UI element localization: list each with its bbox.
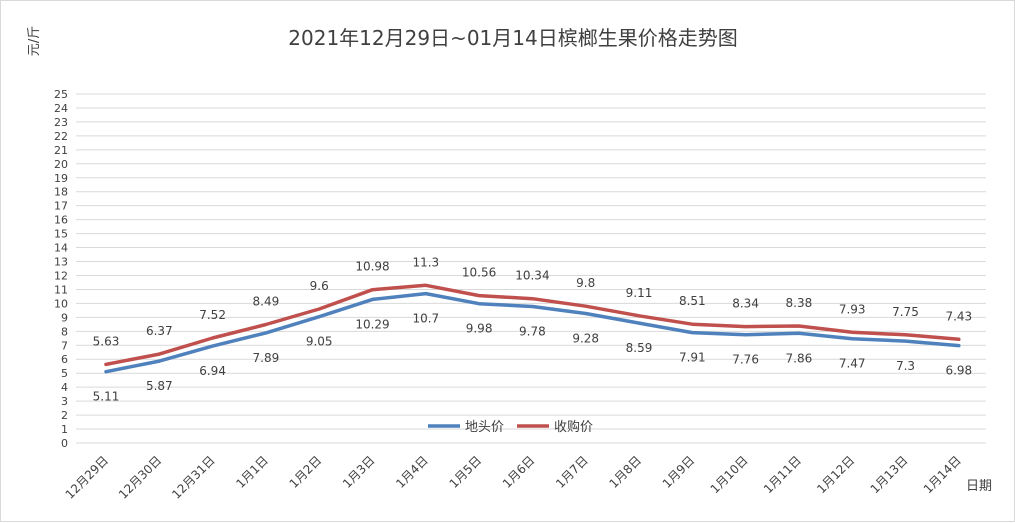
y-tick-label: 22 — [54, 130, 68, 143]
data-label: 7.86 — [786, 351, 813, 365]
y-tick-label: 21 — [54, 144, 68, 157]
x-tick-label: 12月31日 — [169, 453, 217, 501]
x-tick-label: 1月3日 — [340, 453, 378, 491]
y-tick-label: 25 — [54, 88, 68, 101]
data-label: 6.94 — [199, 364, 226, 378]
y-tick-label: 24 — [54, 102, 68, 115]
data-label: 7.3 — [896, 359, 915, 373]
data-label: 6.98 — [945, 364, 972, 378]
data-label: 7.76 — [732, 353, 759, 367]
data-label: 10.56 — [462, 266, 496, 280]
data-label: 7.52 — [199, 308, 226, 322]
data-label: 8.49 — [253, 294, 280, 308]
data-label: 5.63 — [93, 334, 120, 348]
data-label: 9.28 — [572, 331, 599, 345]
data-label: 5.87 — [146, 379, 173, 393]
y-tick-label: 19 — [54, 172, 68, 185]
series-line — [104, 283, 961, 367]
x-tick-label: 1月10日 — [708, 453, 751, 496]
data-label: 9.8 — [576, 276, 595, 290]
y-tick-label: 3 — [61, 395, 68, 408]
x-tick-label: 1月2日 — [287, 453, 325, 491]
legend-entry: 收购价 — [554, 419, 593, 435]
x-tick-label: 1月4日 — [393, 453, 431, 491]
y-tick-label: 9 — [61, 311, 68, 324]
y-tick-label: 4 — [61, 381, 68, 394]
y-axis-ticks: 0123456789101112131415161718192021222324… — [54, 88, 68, 450]
y-tick-label: 1 — [61, 423, 68, 436]
series-lines — [104, 283, 961, 374]
x-tick-label: 1月1日 — [233, 453, 271, 491]
data-labels: 5.11 5.87 6.94 7.89 9.05 10.29 10.7 9.98 9.78 9.2… — [93, 255, 973, 403]
data-label: 7.47 — [839, 357, 866, 371]
data-label: 9.78 — [519, 324, 546, 338]
y-tick-label: 13 — [54, 256, 68, 269]
y-tick-label: 10 — [54, 297, 68, 310]
y-tick-label: 12 — [54, 269, 68, 282]
y-tick-label: 15 — [54, 228, 68, 241]
data-label: 9.6 — [310, 279, 329, 293]
x-tick-label: 1月9日 — [660, 453, 698, 491]
y-tick-label: 11 — [54, 283, 68, 296]
y-tick-label: 6 — [61, 353, 68, 366]
x-tick-label: 1月13日 — [868, 453, 911, 496]
data-label: 8.34 — [732, 297, 759, 311]
data-label: 7.75 — [892, 305, 919, 319]
data-label: 9.98 — [466, 322, 493, 336]
y-tick-label: 16 — [54, 214, 68, 227]
x-tick-label: 1月6日 — [500, 453, 538, 491]
data-label: 7.91 — [679, 351, 706, 365]
y-tick-label: 23 — [54, 116, 68, 129]
data-label: 5.11 — [93, 390, 120, 404]
x-tick-label: 1月11日 — [761, 453, 804, 496]
y-tick-label: 8 — [61, 325, 68, 338]
y-tick-label: 5 — [61, 367, 68, 380]
data-label: 7.43 — [945, 309, 972, 323]
x-tick-label: 12月29日 — [63, 453, 111, 501]
x-tick-label: 12月30日 — [116, 453, 164, 501]
data-label: 10.34 — [515, 269, 549, 283]
data-label: 10.7 — [412, 312, 439, 326]
gridlines — [76, 93, 986, 444]
data-label: 11.3 — [412, 255, 439, 269]
y-tick-label: 7 — [61, 339, 68, 352]
y-tick-label: 2 — [61, 409, 68, 422]
x-axis-ticks: 12月29日 12月30日 12月31日 1月1日 1月2日 1月3日 1月4日 1月5日 1月… — [63, 453, 964, 501]
data-label: 10.98 — [355, 260, 389, 274]
y-tick-label: 0 — [61, 437, 68, 450]
y-tick-label: 14 — [54, 242, 68, 255]
data-label: 9.05 — [306, 335, 333, 349]
x-tick-label: 1月7日 — [553, 453, 591, 491]
legend-entry: 地头价 — [465, 420, 504, 435]
y-axis-unit-label: 元/斤 — [27, 26, 42, 56]
x-tick-label: 1月8日 — [606, 453, 644, 491]
chart-title: 2021年12月29日~01月14日槟榔生果价格走势图 — [288, 26, 737, 50]
y-tick-label: 18 — [54, 186, 68, 199]
data-label: 6.37 — [146, 324, 173, 338]
data-label: 8.38 — [786, 296, 813, 310]
data-label: 8.51 — [679, 294, 706, 308]
data-label: 7.93 — [839, 302, 866, 316]
data-label: 9.11 — [626, 286, 653, 300]
x-tick-label: 1月14日 — [921, 453, 964, 496]
y-tick-label: 20 — [54, 158, 68, 171]
y-tick-label: 17 — [54, 200, 68, 213]
x-axis-label: 日期 — [966, 479, 992, 494]
series-line — [104, 291, 961, 374]
x-tick-label: 1月5日 — [447, 453, 485, 491]
legend: 地头价 收购价 — [428, 419, 593, 435]
data-label: 8.59 — [626, 341, 653, 355]
data-label: 10.29 — [355, 317, 389, 331]
data-label: 7.89 — [253, 351, 280, 365]
x-tick-label: 1月12日 — [814, 453, 857, 496]
